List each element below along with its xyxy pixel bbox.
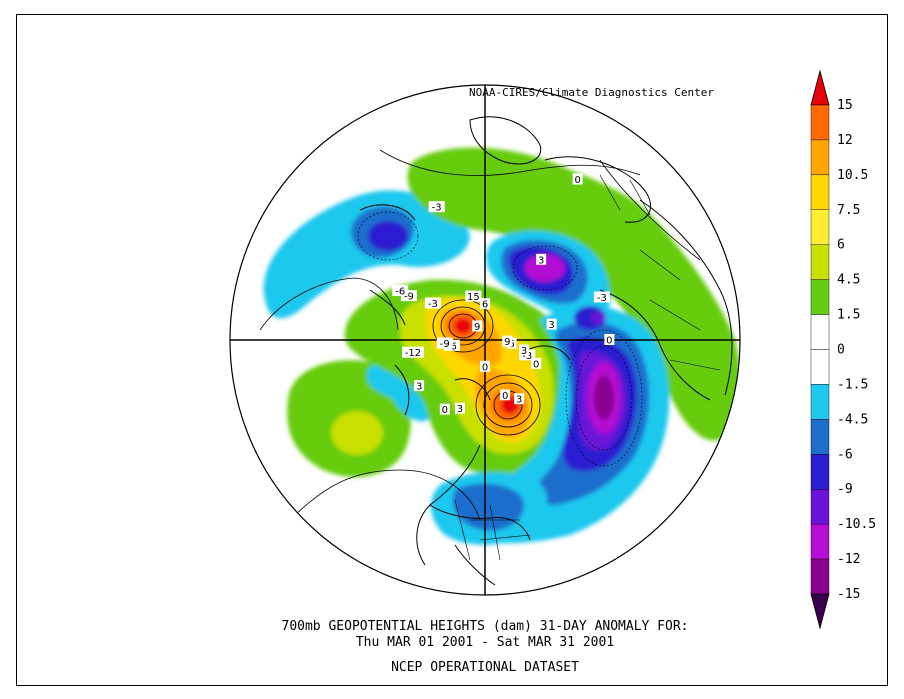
contour-label: 0: [482, 362, 488, 373]
legend-label: -15: [837, 587, 860, 602]
legend-label: 4.5: [837, 273, 860, 288]
legend-swatch: [810, 279, 830, 315]
contour-label-bg: [546, 318, 557, 330]
legend-swatch: [810, 174, 830, 210]
contour-label: -3: [597, 293, 607, 304]
legend-label: 12: [837, 133, 853, 148]
contour-label: -12: [405, 348, 421, 359]
legend-swatch: [810, 489, 830, 525]
contour-label-bg: [439, 403, 450, 415]
contour-label: 3: [457, 404, 463, 415]
credit-text: NOAA-CIRES/Climate Diagnostics Center: [469, 86, 715, 99]
plot-frame: [16, 14, 888, 686]
contour-label-bg: [428, 201, 445, 213]
legend-label: -6: [837, 447, 853, 462]
contour-label: -3: [522, 351, 532, 362]
contour-label: 3: [521, 346, 527, 357]
coastlines: [359, 116, 733, 586]
contour-label-bg: [392, 285, 409, 297]
contour-label: 3: [548, 320, 554, 331]
legend-swatch: [810, 314, 830, 350]
legend-label: -10.5: [837, 517, 876, 532]
contour-label-bg: [472, 320, 483, 332]
legend-label: -1.5: [837, 377, 868, 392]
legend-label: 0: [837, 343, 845, 358]
contour-label: 15: [467, 292, 480, 303]
contour-lines: [259, 149, 701, 521]
contour-label: 6: [482, 300, 488, 311]
legend-label: -12: [837, 552, 860, 567]
contour-label: 3: [416, 382, 422, 393]
contour-label: -6: [395, 287, 405, 298]
contour-label-bg: [414, 380, 425, 392]
legend-label: 15: [837, 98, 853, 113]
contour-label-bg: [400, 290, 417, 302]
legend-label: -9: [837, 482, 853, 497]
contour-label-bg: [593, 291, 610, 303]
contour-label: 0: [606, 336, 612, 347]
hemisphere-outline: [229, 84, 741, 596]
contour-label-bg: [500, 389, 511, 401]
legend-swatch: [810, 558, 830, 595]
legend-swatch: [810, 104, 830, 141]
legend-label: -4.5: [837, 412, 868, 427]
contour-label: -9: [440, 339, 450, 350]
anomaly-fields: [263, 147, 740, 545]
contour-label-bg: [604, 334, 615, 345]
contour-label: 0: [442, 405, 448, 416]
contour-label: 9: [504, 337, 510, 348]
contour-label-bg: [465, 290, 482, 302]
caption-dataset: NCEP OPERATIONAL DATASET: [391, 660, 579, 675]
legend-label: 6: [837, 238, 845, 253]
legend-swatch: [810, 454, 830, 490]
legend-swatch: [810, 523, 830, 560]
legend-top-arrow: [810, 69, 830, 106]
contour-label-bg: [454, 402, 465, 414]
legend-label: 10.5: [837, 168, 868, 183]
political-borders: [454, 174, 721, 561]
legend-bottom-arrow: [810, 593, 830, 630]
legend-swatch: [810, 209, 830, 245]
contour-label-bg: [572, 173, 583, 185]
contour-label: -9: [404, 292, 414, 303]
legend-label: 7.5: [837, 203, 860, 218]
legend-swatch: [810, 384, 830, 420]
contour-label: 3: [516, 395, 522, 406]
contour-label: 0: [502, 391, 508, 402]
contour-label: 0: [533, 359, 539, 370]
caption-title: 700mb GEOPOTENTIAL HEIGHTS (dam) 31-DAY …: [281, 619, 689, 634]
legend-label: 1.5: [837, 308, 860, 323]
contour-label-bg: [514, 393, 525, 405]
contour-label-bg: [502, 335, 513, 347]
caption-dates: Thu MAR 01 2001 - Sat MAR 31 2001: [355, 635, 615, 650]
legend-swatch: [810, 139, 830, 176]
legend-swatch: [810, 349, 830, 385]
contour-label: 3: [538, 255, 544, 266]
contour-label-bg: [401, 346, 424, 358]
contour-label: 0: [574, 175, 580, 186]
contour-label: -3: [432, 203, 442, 214]
contour-label: 9: [474, 322, 480, 333]
contour-label-bg: [531, 357, 542, 369]
contour-label-bg: [436, 337, 453, 349]
legend-swatch: [810, 244, 830, 280]
contour-label: -3: [428, 299, 438, 310]
contour-label-bg: [480, 298, 490, 310]
legend-swatch: [810, 419, 830, 455]
contour-label-bg: [536, 253, 547, 265]
contour-label-bg: [424, 297, 441, 309]
contour-label-bg: [480, 360, 490, 372]
contour-label-bg: [519, 344, 530, 356]
